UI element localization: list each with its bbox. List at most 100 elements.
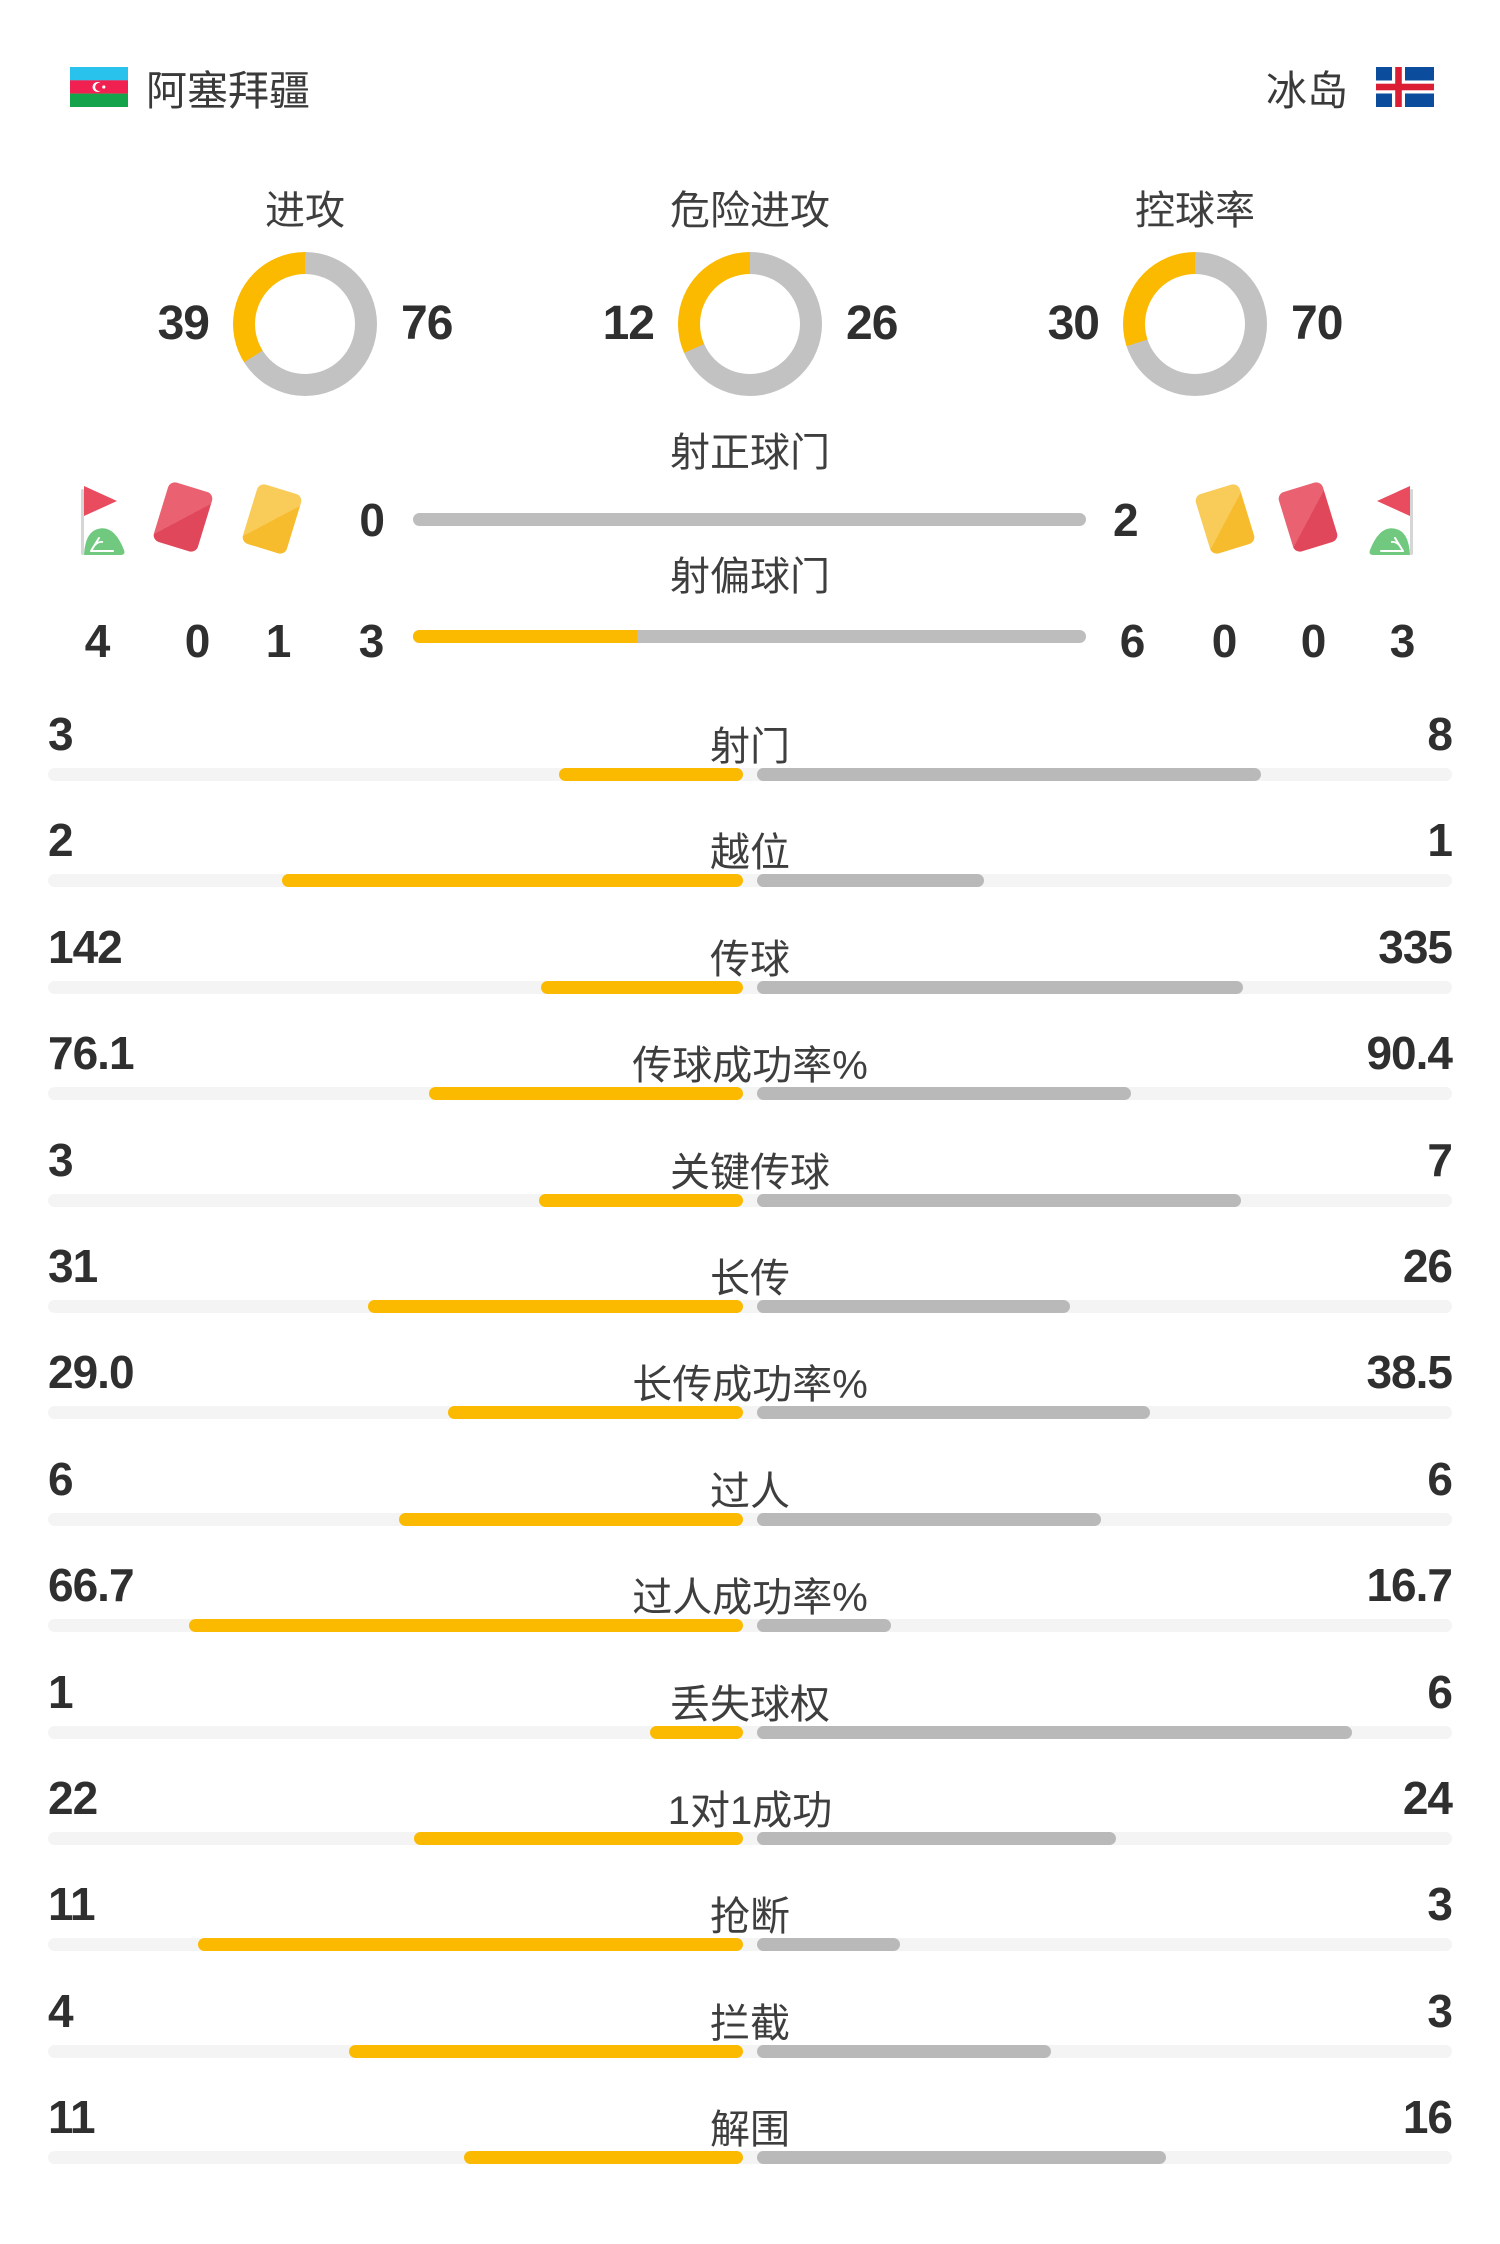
stat-away-value: 335 [1378, 920, 1453, 973]
shots-on-target-away-value: 2 [1113, 494, 1139, 546]
stat-away-value: 16 [1402, 2091, 1453, 2144]
home-yellow-cards-count: 1 [265, 615, 292, 667]
stat-bar-track [48, 1299, 1452, 1313]
home-red-cards-count: 0 [184, 615, 211, 667]
stat-home-value: 6 [48, 1452, 74, 1505]
stat-row: 越位 2 1 [48, 796, 1453, 902]
stat-label: 关键传球 [670, 1150, 830, 1195]
stat-row: 传球成功率% 76.1 90.4 [48, 1009, 1453, 1115]
stat-bar-away [757, 1619, 891, 1633]
donut-home-value: 12 [602, 297, 655, 350]
stat-bar-away [757, 2044, 1051, 2058]
away-team-name: 冰岛 [1266, 68, 1348, 114]
stat-bar-away [757, 1831, 1117, 1845]
shots-off-target-away-value: 6 [1119, 615, 1146, 667]
stat-label: 解围 [710, 2108, 790, 2153]
stat-away-value: 3 [1427, 1984, 1453, 2037]
away-red-cards-count: 0 [1300, 615, 1327, 667]
stat-label: 长传成功率% [632, 1363, 868, 1408]
stat-home-value: 2 [48, 814, 74, 867]
stat-bar-home [188, 1619, 743, 1633]
stat-label: 拦截 [710, 2001, 790, 2046]
shots-off-target-title: 射偏球门 [670, 555, 830, 599]
stat-bar-track [48, 2044, 1452, 2058]
stat-home-value: 1 [48, 1665, 74, 1718]
shots-on-target-home-value: 0 [359, 494, 385, 546]
stat-rows-section: 射门 3 8 越位 2 1 传球 1 4 2 335 [48, 690, 1453, 2179]
home-team-header: 阿塞拜疆 [70, 57, 310, 117]
shots-off-target-home-segment [413, 630, 638, 643]
azerbaijan-flag-icon [70, 67, 128, 107]
stat-label: 越位 [710, 831, 790, 876]
away-yellow-cards-count: 0 [1211, 615, 1238, 667]
stat-bar-home [649, 1725, 743, 1739]
away-team-header: 冰岛 [1266, 57, 1434, 117]
stat-bar-away [757, 1087, 1132, 1101]
donut-home-value: 39 [157, 297, 210, 350]
donut-chart [678, 252, 822, 396]
home-corners-count: 4 [84, 615, 111, 667]
stat-row: 解围 11 16 [48, 2073, 1453, 2179]
stat-away-value: 16.7 [1366, 1559, 1453, 1612]
stat-away-value: 26 [1402, 1239, 1453, 1292]
stat-away-value: 3 [1427, 1878, 1453, 1931]
stat-bar-track [48, 1406, 1452, 1420]
stat-home-value: 3 [48, 708, 74, 760]
stat-home-value: 29.0 [48, 1346, 135, 1399]
stat-home-value: 76.1 [48, 1027, 135, 1080]
stat-bar-home [464, 2151, 743, 2165]
stat-row: 1对1成功 22 24 [48, 1754, 1453, 1860]
stat-bar-away [757, 2151, 1166, 2165]
stat-bar-away [757, 768, 1261, 781]
donut-title: 危险进攻 [670, 189, 830, 233]
shots-on-target-title: 射正球门 [670, 431, 830, 475]
stat-away-value: 38.5 [1366, 1346, 1453, 1399]
corner-flag-icon-mirrored [1369, 486, 1413, 555]
donut-away-value: 76 [401, 297, 453, 350]
stat-away-value: 24 [1402, 1771, 1453, 1824]
iceland-flag-icon [1376, 67, 1434, 107]
stat-bar-track [48, 874, 1452, 888]
stat-row: 长传成功率% 29.0 38.5 [48, 1328, 1453, 1434]
stat-home-value: 11 [48, 2091, 96, 2144]
stat-label: 过人成功率% [632, 1576, 868, 1621]
stat-row: 射门 3 8 [48, 690, 1453, 796]
donut-chart [233, 252, 377, 396]
stat-home-value: 4 [48, 1984, 74, 2037]
stat-bar-away [757, 980, 1244, 994]
stat-row: 丢失球权 1 6 [48, 1648, 1453, 1754]
donut-away-value: 26 [846, 297, 898, 350]
stat-bar-track [48, 1193, 1452, 1207]
stat-bar-track [48, 1087, 1452, 1101]
stat-bar-home [429, 1087, 743, 1101]
stat-away-value: 6 [1427, 1452, 1453, 1505]
yellow-card-icon-away [1193, 482, 1257, 556]
donut-title: 控球率 [1135, 189, 1255, 233]
stat-bar-home [448, 1406, 743, 1420]
stat-label: 传球成功率% [632, 1044, 868, 1089]
stat-bar-track [48, 1831, 1452, 1845]
stat-home-value: 31 [48, 1239, 98, 1292]
donut-title: 进攻 [265, 189, 345, 233]
stat-label: 抢断 [710, 1895, 790, 1940]
stat-away-value: 6 [1427, 1665, 1453, 1718]
stat-home-value: 22 [48, 1771, 98, 1824]
stat-bar-away [757, 1299, 1071, 1313]
donut-chart [1123, 252, 1267, 396]
stat-row: 过人成功率% 66.7 16.7 [48, 1541, 1453, 1647]
stat-row: 拦截 4 3 [48, 1967, 1453, 2073]
red-card-icon-home [151, 480, 215, 554]
stat-label: 射门 [710, 725, 790, 769]
stat-label: 过人 [710, 1469, 790, 1514]
stat-label: 传球 [710, 937, 790, 982]
stat-bar-away [757, 1406, 1151, 1420]
stat-bar-away [757, 874, 984, 888]
stat-row: 抢断 11 3 [48, 1860, 1453, 1966]
stat-row: 过人 6 6 [48, 1435, 1453, 1541]
shots-off-target-home-value: 3 [358, 615, 385, 667]
stat-bar-home [414, 1831, 743, 1845]
corner-flag-icon [81, 486, 125, 555]
stat-home-value: 66.7 [48, 1559, 135, 1612]
stat-bar-home [539, 1193, 743, 1207]
